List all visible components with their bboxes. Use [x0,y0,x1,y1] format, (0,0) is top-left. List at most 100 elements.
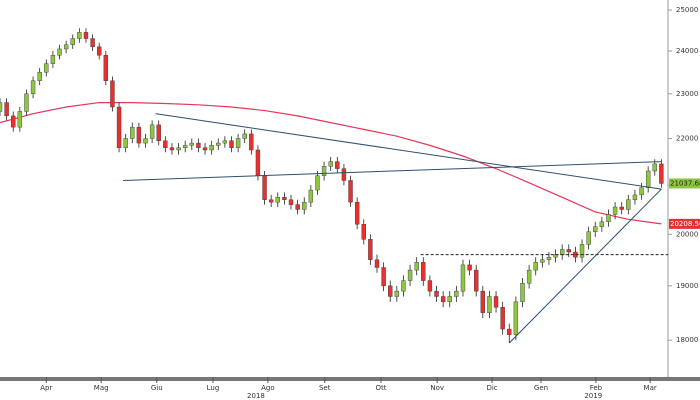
candle-body [612,206,618,215]
x-tick-label: Ago [261,384,275,392]
candle-body [520,283,525,303]
candle-body [566,249,571,253]
trend-line [123,161,662,181]
price-tag [669,178,700,189]
candle-body [361,224,366,240]
candle-body [540,259,545,263]
price-tag-label: 20208.5668 [670,220,700,228]
candle-body [659,163,664,184]
candle-body [381,267,386,287]
candle-body [116,106,122,148]
x-tick-label: Lug [207,384,220,392]
candle-body [328,161,333,167]
candle-body [632,194,638,200]
candle-body [348,180,353,203]
y-tick-label: 25000 [676,6,698,14]
y-tick-label: 20000 [676,230,698,238]
candle-body [90,38,95,48]
candle-body [354,201,360,225]
candle-body [83,32,89,39]
x-tick-label: Mag [94,384,109,392]
candle-body [394,290,400,297]
candle-body [652,163,657,172]
candle-body [447,296,452,303]
candle-body [533,262,538,271]
candle-body [176,147,181,151]
candle-body [196,142,201,148]
candle-body [24,93,29,112]
candle-body [474,269,479,292]
candle-body [553,254,558,258]
x-tick-label: Apr [40,384,52,392]
price-tag [669,218,700,229]
candle-body [63,44,69,50]
moving-average [0,101,662,225]
candle-body [255,149,261,176]
year-label: 2019 [584,392,602,400]
candle-body [268,199,274,203]
candle-body [149,124,155,139]
candle-body [460,264,466,292]
price-tag-label: 21037.6816 [670,179,700,187]
candle-body [216,142,221,146]
trend-line [155,113,662,190]
candle-body [143,138,148,144]
x-tick-label: Giu [151,384,163,392]
candle-body [500,307,505,330]
candle-body [242,133,247,139]
x-tick-label: Ott [375,384,386,392]
y-tick-label: 19000 [676,282,698,290]
candle-body [559,249,565,255]
y-tick-label: 24000 [676,47,698,55]
candle-body [222,140,228,144]
candle-body [163,140,168,148]
candle-body [37,71,42,81]
x-tick-label: Dic [486,384,497,392]
candle-body [123,138,128,148]
candle-body [526,269,532,284]
candle-body [308,189,314,203]
candle-body [513,301,519,335]
candle-body [374,259,380,268]
candle-body [606,214,611,223]
x-tick-label: Gen [534,384,548,392]
candle-body [401,280,406,292]
candle-body [335,161,340,169]
candle-body [97,46,102,56]
candle-body [645,170,651,188]
candle-body [507,328,512,335]
candle-body [169,147,175,151]
candle-body [619,206,624,210]
candle-body [209,145,214,151]
candle-body [229,140,234,148]
candle-body [288,199,294,205]
candle-body [579,244,585,258]
candle-body [130,126,135,139]
candle-body [295,204,300,210]
candle-body [440,296,446,303]
candle-body [275,197,280,203]
candle-body [249,133,254,151]
candle-body [593,226,598,232]
trend-line [508,188,662,344]
candle-body [586,231,591,245]
candle-body [70,38,75,45]
y-tick-label: 23000 [676,90,698,98]
candle-body [467,264,472,271]
candle-body [110,80,115,108]
candle-body [189,142,194,146]
y-tick-label: 18000 [676,336,698,344]
candle-body [321,166,327,176]
candle-body [315,175,320,191]
x-tick-label: Feb [590,384,603,392]
candle-body [44,63,49,73]
candle-body [302,201,307,210]
candle-body [235,138,241,148]
candle-body [4,102,9,117]
candle-body [282,197,287,200]
candle-body [262,175,267,200]
y-tick-label: 22000 [676,134,698,142]
candle-body [546,256,552,260]
candle-body [421,262,426,281]
